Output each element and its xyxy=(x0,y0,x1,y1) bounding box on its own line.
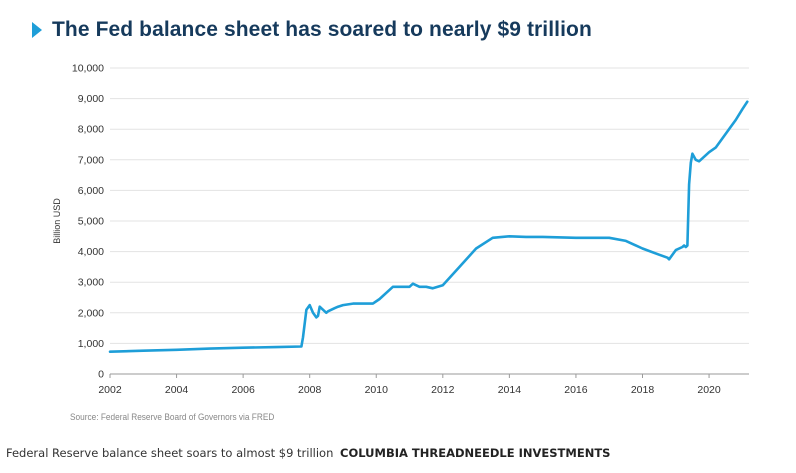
x-tick-label: 2006 xyxy=(231,384,255,396)
caption-text: Federal Reserve balance sheet soars to a… xyxy=(6,446,334,460)
y-tick-label: 5,000 xyxy=(78,216,104,228)
y-axis-label: Billion USD xyxy=(52,198,62,244)
caption-credit: COLUMBIA THREADNEEDLE INVESTMENTS xyxy=(340,446,611,460)
play-arrow-icon xyxy=(32,22,42,38)
y-tick-label: 0 xyxy=(98,369,104,381)
y-tick-label: 9,000 xyxy=(78,93,104,105)
x-tick-label: 2012 xyxy=(431,384,455,396)
title-row: The Fed balance sheet has soared to near… xyxy=(32,18,592,42)
x-tick-labels: 2002 2004 2006 2008 2010 2012 2014 2016 2018 2020 xyxy=(98,374,721,396)
y-tick-label: 4,000 xyxy=(78,246,104,258)
y-tick-labels: 0 1,000 2,000 3,000 4,000 5,000 6,000 7,000 8,00… xyxy=(72,63,104,381)
y-tick-label: 10,000 xyxy=(72,63,104,75)
line-chart: 0 1,000 2,000 3,000 4,000 5,000 6,000 7,000 8,00… xyxy=(52,63,749,396)
x-tick-label: 2010 xyxy=(365,384,389,396)
chart-figure: 0 1,000 2,000 3,000 4,000 5,000 6,000 7,000 8,00… xyxy=(12,8,782,442)
y-tick-label: 1,000 xyxy=(78,338,104,350)
y-tick-label: 7,000 xyxy=(78,154,104,166)
x-tick-label: 2004 xyxy=(165,384,189,396)
x-tick-label: 2014 xyxy=(498,384,522,396)
x-tick-label: 2008 xyxy=(298,384,322,396)
caption: Federal Reserve balance sheet soars to a… xyxy=(6,446,610,460)
x-tick-label: 2020 xyxy=(697,384,721,396)
y-tick-label: 6,000 xyxy=(78,185,104,197)
grid-layer xyxy=(110,67,749,344)
x-tick-label: 2018 xyxy=(631,384,655,396)
source-note: Source: Federal Reserve Board of Governo… xyxy=(70,412,275,422)
y-tick-label: 3,000 xyxy=(78,277,104,289)
y-tick-label: 8,000 xyxy=(78,124,104,136)
x-tick-label: 2002 xyxy=(98,384,122,396)
y-tick-label: 2,000 xyxy=(78,307,104,319)
series-line xyxy=(108,100,749,353)
chart-title: The Fed balance sheet has soared to near… xyxy=(52,18,592,41)
series-layer xyxy=(108,100,749,353)
x-tick-label: 2016 xyxy=(564,384,588,396)
